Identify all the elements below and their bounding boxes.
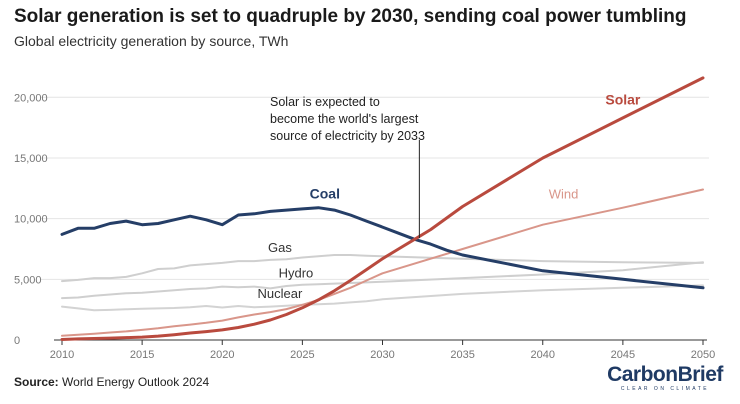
y-tick-label: 10,000	[14, 214, 48, 226]
x-tick-label: 2025	[290, 349, 314, 361]
x-tick-label: 2020	[210, 349, 234, 361]
series-line-wind	[61, 188, 704, 337]
series-line-nuclear	[61, 284, 704, 312]
series-label-gas: Gas	[268, 240, 292, 255]
chart-subtitle: Global electricity generation by source,…	[14, 33, 289, 49]
grid-lines	[40, 96, 709, 280]
series-label-solar: Solar	[605, 92, 641, 108]
series-label-hydro: Hydro	[279, 265, 314, 280]
source-note: Source: World Energy Outlook 2024	[14, 375, 209, 389]
chart-title: Solar generation is set to quadruple by …	[14, 6, 687, 27]
y-tick-label: 15,000	[14, 153, 48, 165]
source-text: World Energy Outlook 2024	[62, 375, 210, 389]
series-labels: Nuclear Hydro Gas Wind Coal Solar	[258, 92, 641, 302]
annotation-text-line: Solar is expected to	[270, 95, 380, 109]
series-label-wind: Wind	[549, 187, 579, 202]
y-axis-labels: 0 5,000 10,000 15,000 20,000	[14, 92, 48, 347]
y-tick-label: 5,000	[14, 274, 42, 286]
logo-tagline: CLEAR ON CLIMATE	[620, 386, 710, 392]
logo-text: CarbonBrief	[607, 363, 723, 386]
series-lines	[60, 76, 705, 341]
carbonbrief-logo: CarbonBrief CLEAR ON CLIMATE	[606, 363, 724, 393]
x-tick-label: 2010	[50, 349, 74, 361]
series-line-hydro	[61, 261, 704, 300]
y-tick-label: 20,000	[14, 92, 48, 104]
series-line-solar	[60, 76, 705, 341]
x-tick-label: 2040	[531, 349, 555, 361]
x-tick-label: 2015	[130, 349, 154, 361]
source-label: Source:	[14, 375, 59, 389]
series-label-coal: Coal	[310, 186, 340, 202]
annotation-text-line: source of electricity by 2033	[270, 129, 425, 143]
y-tick-label: 0	[14, 335, 20, 347]
series-line-gas	[61, 254, 704, 283]
x-tick-label: 2050	[691, 349, 715, 361]
annotation: Solar is expected to become the world's l…	[270, 95, 425, 239]
series-label-nuclear: Nuclear	[258, 286, 303, 301]
x-tick-label: 2035	[450, 349, 474, 361]
x-axis: 2010 2015 2020 2025 2030 2035 2040 2045 2050	[50, 339, 715, 361]
series-line-coal	[60, 206, 705, 290]
annotation-text-line: become the world's largest	[270, 112, 419, 126]
x-tick-label: 2030	[370, 349, 394, 361]
x-tick-label: 2045	[611, 349, 635, 361]
